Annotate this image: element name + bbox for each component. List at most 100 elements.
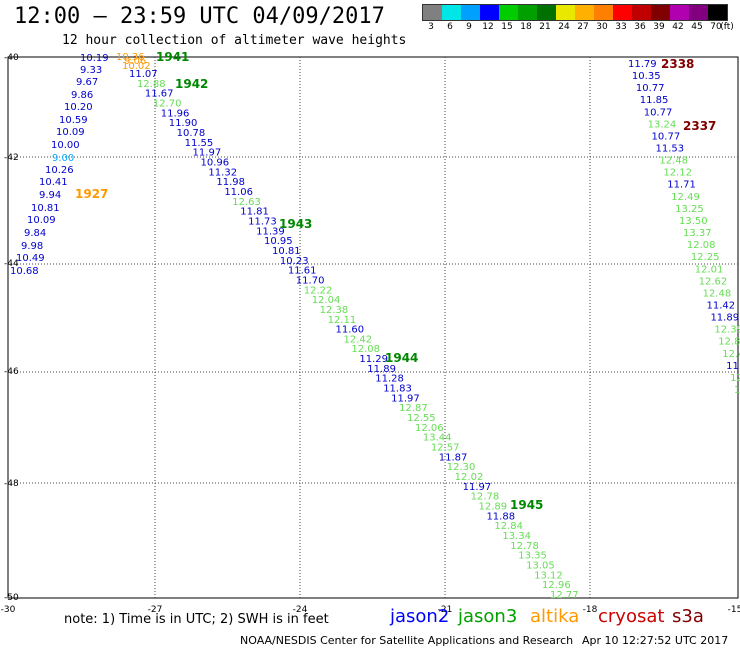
wave-height-legend: (ft) 3 6 9 12 15 18 21 24 27 30 33 36 39 42 45 70 (422, 4, 734, 35)
wave-height-value: 10.26 (45, 165, 74, 176)
wave-height-value: 10.49 (16, 253, 45, 264)
wave-height-value: 12.89 (479, 502, 508, 513)
wave-height-value: 10.81 (272, 246, 301, 257)
wave-height-value: 12.12 (663, 168, 692, 179)
wave-height-value: 11.97 (193, 148, 222, 159)
legend-color-bar (422, 4, 728, 21)
wave-height-value: 12.84 (494, 521, 523, 532)
wave-height-value: 12.63 (232, 197, 261, 208)
wave-height-value: 11.53 (655, 144, 684, 155)
lat-tick-label: -44 (4, 259, 19, 269)
wave-height-value: 13.12 (534, 570, 563, 581)
wave-height-value: 11.89 (710, 313, 739, 324)
wave-height-value: 10.59 (59, 115, 88, 126)
wave-height-value: 11.60 (336, 325, 365, 336)
legend-swatch (480, 5, 499, 20)
wave-height-value: 11.42 (707, 300, 736, 311)
legend-label: 70 (710, 22, 722, 32)
legend-label: 6 (447, 22, 453, 32)
satellite-jason3-label: jason3 (458, 606, 518, 627)
legend-label: 45 (691, 22, 703, 32)
wave-height-value: 10.41 (39, 177, 68, 188)
wave-height-value: 12.78 (471, 492, 500, 503)
legend-label: 30 (596, 22, 608, 32)
wave-height-value: 9.33 (80, 65, 102, 76)
wave-height-value: 10.81 (31, 203, 60, 214)
legend-label: 42 (672, 22, 684, 32)
wave-height-value: 12. (730, 373, 740, 384)
wave-height-value: 11.79 (628, 59, 657, 70)
wave-height-value: 10.02 (122, 61, 151, 72)
wave-height-value: 9.98 (21, 241, 43, 252)
wave-height-value: 11.55 (185, 138, 214, 149)
satellite-s3a-label: s3a (672, 606, 704, 627)
lon-tick-label: -21 (438, 605, 453, 615)
wave-height-value: 11.32 (208, 167, 237, 178)
legend-label: 27 (577, 22, 589, 32)
wave-height-value: 12.39 (714, 325, 740, 336)
wave-height-value: 10.09 (56, 127, 85, 138)
wave-height-value: 12.88 (137, 79, 166, 90)
wave-height-value: 10.00 (51, 140, 80, 151)
legend-swatch (651, 5, 670, 20)
legend-swatch (442, 5, 461, 20)
wave-height-value: 13.34 (502, 531, 531, 542)
lat-tick-label: -46 (4, 367, 19, 377)
legend-swatch (594, 5, 613, 20)
legend-swatch (689, 5, 708, 20)
wave-height-value: 13.50 (679, 216, 708, 227)
pass-time-label: 1942 (175, 77, 208, 91)
generation-timestamp: Apr 10 12:27:52 UTC 2017 (582, 634, 729, 647)
wave-height-value: 12.08 (687, 240, 716, 251)
wave-height-value: 12.48 (659, 156, 688, 167)
lon-tick-label: -24 (293, 605, 308, 615)
lon-tick-label: -27 (148, 605, 163, 615)
wave-height-value: 10.19 (80, 53, 109, 64)
wave-height-value: 11.89 (367, 364, 396, 375)
legend-swatch (423, 5, 442, 20)
pass-time-label: 2338 (661, 57, 694, 71)
lon-tick-label: -30 (1, 605, 16, 615)
wave-height-value: 12.57 (431, 443, 460, 454)
map-title: 12:00 – 23:59 UTC 04/09/2017 (14, 4, 385, 29)
wave-height-value: 11.81 (240, 207, 269, 218)
wave-height-value: 10.23 (280, 256, 309, 267)
wave-height-value: 13.24 (648, 119, 677, 130)
wave-height-value: 12.04 (312, 295, 341, 306)
satellite-cryosat-label: cryosat (598, 606, 665, 627)
wave-height-value: 12.70 (153, 98, 182, 109)
wave-height-value: 12.06 (415, 423, 444, 434)
legend-swatch (537, 5, 556, 20)
footer-note: note: 1) Time is in UTC; 2) SWH is in fe… (64, 612, 329, 627)
legend-swatch (670, 5, 689, 20)
wave-height-value: 11.61 (288, 266, 317, 277)
wave-height-value: 12.01 (695, 264, 724, 275)
wave-height-value: 10.77 (644, 107, 673, 118)
wave-height-value: 10.95 (264, 236, 293, 247)
wave-height-value: 10.77 (636, 83, 665, 94)
wave-height-value: 12.08 (351, 344, 380, 355)
lon-tick-label: -15 (728, 605, 740, 615)
wave-height-value: 12.42 (343, 334, 372, 345)
satellite-jason2-label: jason2 (390, 606, 450, 627)
wave-height-value: 13.05 (526, 561, 555, 572)
wave-height-value: 12.25 (691, 252, 720, 263)
pass-time-label: 1941 (156, 50, 189, 64)
legend-swatch (556, 5, 575, 20)
wave-height-value: 11.96 (161, 108, 190, 119)
wave-height-value: 10.78 (177, 128, 206, 139)
wave-height-value: 11.98 (216, 177, 245, 188)
credit-line: NOAA/NESDIS Center for Satellite Applica… (240, 634, 574, 647)
wave-height-value: 12.62 (699, 276, 728, 287)
wave-height-value: 12.8 (718, 337, 740, 348)
wave-height-value: 11.85 (640, 95, 669, 106)
legend-label: 33 (615, 22, 627, 32)
legend-swatch (632, 5, 651, 20)
lon-tick-label: -18 (583, 605, 598, 615)
wave-height-value: 11.87 (439, 452, 468, 463)
wave-height-value: 12.02 (455, 472, 484, 483)
legend-swatch (499, 5, 518, 20)
wave-height-value: 11.29 (359, 354, 388, 365)
pass-time-label: 1927 (75, 187, 108, 201)
pass-time-label: 1944 (385, 351, 418, 365)
